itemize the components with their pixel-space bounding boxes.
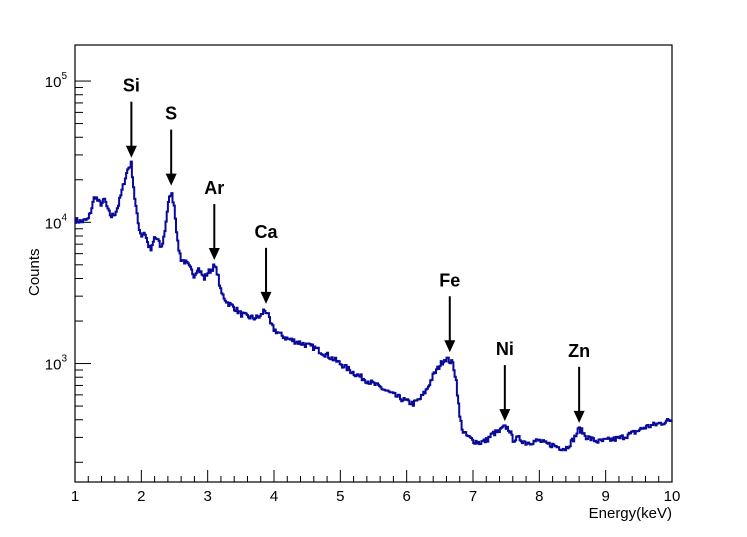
annotation-arrow-head — [499, 409, 511, 422]
x-tick-label: 2 — [137, 488, 145, 505]
y-axis-label: Counts — [26, 248, 43, 296]
y-tick-label: 105 — [45, 71, 68, 91]
peak-annotation-si: Si — [123, 76, 140, 158]
y-tick-base: 10 — [45, 215, 62, 232]
annotation-label: Si — [123, 76, 140, 96]
spectrum-series-line — [75, 160, 673, 452]
y-tick-label: 104 — [45, 212, 68, 232]
x-tick-label: 9 — [601, 488, 609, 505]
x-tick-label: 6 — [402, 488, 410, 505]
annotation-arrow-head — [444, 340, 456, 353]
x-axis: 1 2 3 4 5 6 7 8 9 10 — [71, 470, 681, 505]
annotation-label: Ar — [204, 178, 224, 198]
peak-annotation-ar: Ar — [204, 178, 224, 261]
y-tick-base: 10 — [45, 357, 62, 374]
peak-annotation-fe: Fe — [439, 270, 460, 353]
x-tick-label: 1 — [71, 488, 79, 505]
y-tick-base: 10 — [45, 74, 62, 91]
x-tick-label: 7 — [469, 488, 477, 505]
annotation-label: Zn — [568, 341, 590, 361]
peak-annotation-zn: Zn — [568, 341, 590, 423]
peak-annotation-s: S — [165, 104, 177, 186]
x-tick-label: 8 — [535, 488, 543, 505]
x-axis-label: Energy(keV) — [589, 505, 672, 522]
annotation-arrow-head — [208, 248, 220, 261]
y-tick-exponent: 5 — [61, 71, 67, 82]
plot-frame — [74, 44, 673, 483]
annotation-arrow-head — [125, 145, 137, 158]
annotation-arrow-head — [260, 291, 272, 304]
annotation-arrow-head — [165, 173, 177, 186]
peak-annotations: Si S Ar Ca Fe Ni Zn — [123, 76, 590, 423]
annotation-label: Ni — [496, 339, 514, 359]
peak-annotation-ni: Ni — [496, 339, 514, 422]
annotation-arrow-head — [573, 410, 585, 423]
peak-annotation-ca: Ca — [255, 222, 279, 304]
y-tick-exponent: 3 — [61, 354, 67, 365]
x-tick-label: 3 — [203, 488, 211, 505]
x-tick-label: 10 — [664, 488, 681, 505]
x-tick-label: 5 — [336, 488, 344, 505]
annotation-label: S — [165, 104, 177, 124]
y-tick-label: 103 — [45, 354, 68, 374]
annotation-label: Fe — [439, 270, 460, 290]
annotation-label: Ca — [255, 222, 279, 242]
x-tick-label: 4 — [270, 488, 278, 505]
y-tick-exponent: 4 — [61, 212, 67, 223]
